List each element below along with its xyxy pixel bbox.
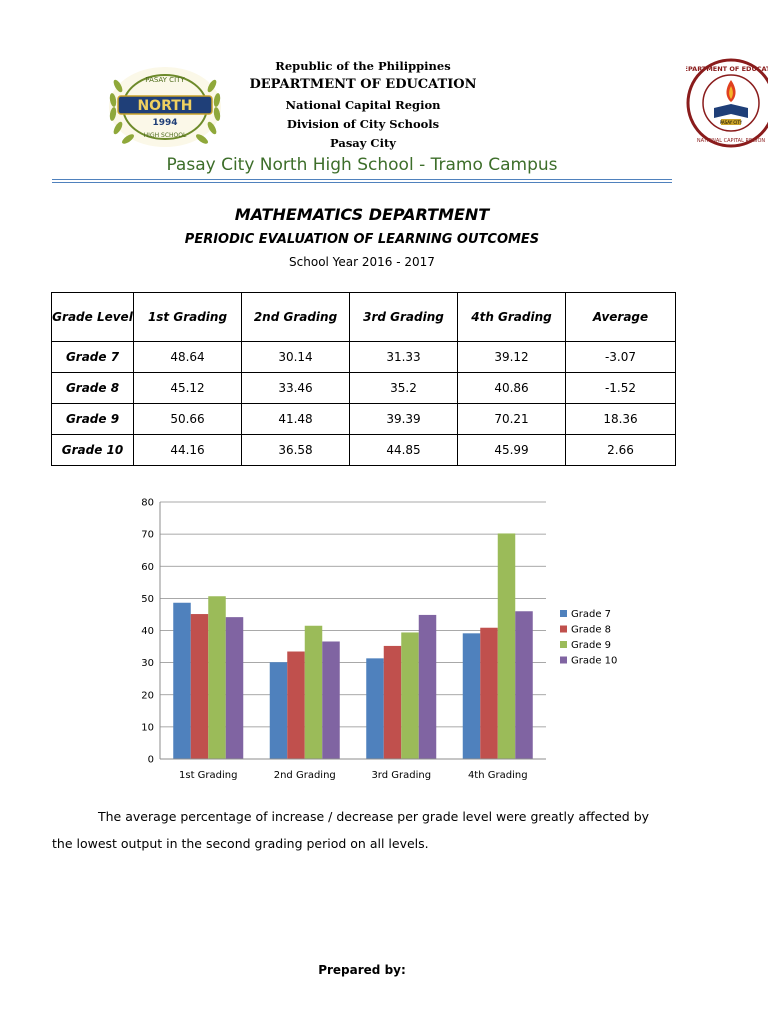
table-row: Grade 7 48.64 30.14 31.33 39.12 -3.07 xyxy=(51,341,676,373)
logo-left-top-text: PASAY CITY xyxy=(145,76,185,84)
table-header-row: Grade Level 1st Grading 2nd Grading 3rd … xyxy=(51,292,676,342)
bar xyxy=(173,602,191,759)
bar xyxy=(401,632,419,759)
table-row: Grade 10 44.16 36.58 44.85 45.99 2.66 xyxy=(51,434,676,466)
header-city: Pasay City xyxy=(330,136,396,150)
table-cell: Grade 10 xyxy=(51,434,134,466)
table-cell: 45.12 xyxy=(133,372,242,404)
x-tick-label: 3rd Grading xyxy=(371,770,431,781)
header-division: Division of City Schools xyxy=(286,117,440,131)
seal-city-text: PASAY CITY xyxy=(720,120,743,125)
header-region: National Capital Region xyxy=(285,98,441,112)
bar xyxy=(418,614,437,759)
header-2nd-grading: 2nd Grading xyxy=(241,292,350,342)
bar xyxy=(366,658,384,759)
y-tick-label: 40 xyxy=(141,626,154,637)
header-republic: Republic of the Philippines xyxy=(275,59,451,73)
legend-label: Grade 7 xyxy=(571,609,611,620)
table-row: Grade 8 45.12 33.46 35.2 40.86 -1.52 xyxy=(51,372,676,404)
bar xyxy=(383,645,402,759)
table-cell: 40.86 xyxy=(457,372,566,404)
header-department: DEPARTMENT OF EDUCATION xyxy=(249,77,477,92)
table-cell: 44.85 xyxy=(349,434,458,466)
x-tick-label: 2nd Grading xyxy=(274,770,336,781)
school-name: Pasay City North High School - Tramo Cam… xyxy=(166,155,558,175)
bar xyxy=(322,641,340,759)
open-book-icon xyxy=(714,104,748,118)
table-cell: 36.58 xyxy=(241,434,350,466)
header-1st-grading: 1st Grading xyxy=(133,292,242,342)
grades-table: Grade Level 1st Grading 2nd Grading 3rd … xyxy=(51,292,676,466)
legend-swatch xyxy=(560,641,567,648)
y-tick-label: 70 xyxy=(141,530,154,541)
y-tick-label: 10 xyxy=(141,722,154,733)
department-title: MATHEMATICS DEPARTMENT xyxy=(234,205,490,224)
summary-text: The average percentage of increase / dec… xyxy=(52,809,650,851)
table-cell: 48.64 xyxy=(133,341,242,373)
logo-left-year-text: 1994 xyxy=(152,118,177,128)
table-cell: Grade 9 xyxy=(51,403,134,435)
school-logo: PASAY CITY NORTH 1994 HIGH SCHOOL xyxy=(109,67,221,147)
table-cell: 35.2 xyxy=(349,372,458,404)
bar xyxy=(208,596,226,759)
table-cell: Grade 8 xyxy=(51,372,134,404)
legend-swatch xyxy=(560,610,567,617)
legend-label: Grade 8 xyxy=(571,625,611,636)
table-cell: 31.33 xyxy=(349,341,458,373)
seal-top-text: DEPARTMENT OF EDUCATION xyxy=(686,65,768,73)
table-cell: 44.16 xyxy=(133,434,242,466)
logo-left-north-text: NORTH xyxy=(137,98,192,114)
bar xyxy=(497,533,516,759)
table-cell: 33.46 xyxy=(241,372,350,404)
table-cell: 30.14 xyxy=(241,341,350,373)
y-tick-label: 50 xyxy=(141,594,154,605)
bar xyxy=(462,633,481,759)
table-cell: 70.21 xyxy=(457,403,566,435)
header-average: Average xyxy=(565,292,676,342)
table-cell: 2.66 xyxy=(565,434,676,466)
legend-label: Grade 9 xyxy=(571,640,611,651)
table-cell: Grade 7 xyxy=(51,341,134,373)
school-year: School Year 2016 - 2017 xyxy=(289,255,435,269)
seal-bottom-text: NATIONAL CAPITAL REGION xyxy=(697,138,766,144)
y-tick-label: 60 xyxy=(141,562,154,573)
table-cell: 18.36 xyxy=(565,403,676,435)
bar xyxy=(225,617,244,759)
bar xyxy=(304,625,323,759)
deped-seal: DEPARTMENT OF EDUCATION NATIONAL CAPITAL… xyxy=(686,58,768,148)
summary-paragraph: The average percentage of increase / dec… xyxy=(52,803,672,857)
table-cell: 50.66 xyxy=(133,403,242,435)
table-cell: -3.07 xyxy=(565,341,676,373)
legend-swatch xyxy=(560,656,567,664)
logo-left-bottom-text: HIGH SCHOOL xyxy=(144,132,187,139)
header-3rd-grading: 3rd Grading xyxy=(349,292,458,342)
header-rule-bottom xyxy=(52,182,672,183)
header-4th-grading: 4th Grading xyxy=(457,292,566,342)
bar xyxy=(287,651,305,759)
bar xyxy=(480,627,498,759)
table-cell: 39.39 xyxy=(349,403,458,435)
table-row: Grade 9 50.66 41.48 39.39 70.21 18.36 xyxy=(51,403,676,435)
y-tick-label: 80 xyxy=(141,498,154,509)
table-cell: 45.99 xyxy=(457,434,566,466)
x-tick-label: 4th Grading xyxy=(468,770,528,781)
table-cell: -1.52 xyxy=(565,372,676,404)
y-tick-label: 20 xyxy=(141,690,154,701)
table-cell: 39.12 xyxy=(457,341,566,373)
header-grade-level: Grade Level xyxy=(51,292,134,342)
y-tick-label: 30 xyxy=(141,658,154,669)
x-tick-label: 1st Grading xyxy=(179,770,237,781)
bar xyxy=(190,614,209,759)
bar xyxy=(515,611,533,759)
legend-label: Grade 10 xyxy=(571,656,617,667)
bar xyxy=(269,662,288,759)
y-tick-label: 0 xyxy=(148,755,154,766)
table-cell: 41.48 xyxy=(241,403,350,435)
legend-swatch xyxy=(560,625,567,633)
grades-bar-chart: 0 10 20 30 40 50 60 70 80 1st Grading 2nd Grading 3… xyxy=(141,498,617,782)
evaluation-title: PERIODIC EVALUATION OF LEARNING OUTCOMES xyxy=(184,232,540,247)
prepared-by: Prepared by: xyxy=(318,963,406,977)
header-rule-top xyxy=(52,179,672,180)
